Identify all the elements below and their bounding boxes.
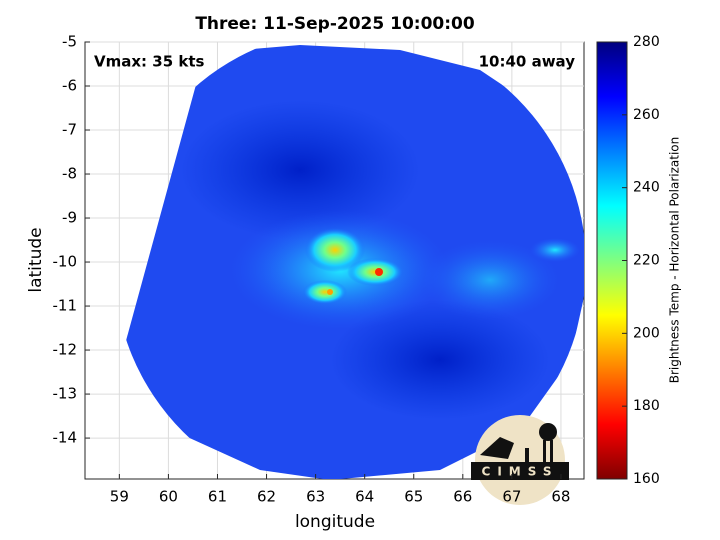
x-tick-label: 66 — [453, 488, 472, 506]
y-tick-label: -8 — [62, 165, 77, 183]
colorbar-tick-label: 200 — [633, 325, 660, 341]
colorbar-tick-label: 260 — [633, 107, 660, 123]
y-tick-label: -7 — [62, 121, 77, 139]
colorbar-tick-label: 160 — [633, 471, 660, 487]
x-tick-label: 60 — [159, 488, 178, 506]
x-tick-label: 68 — [551, 488, 570, 506]
x-tick-label: 62 — [257, 488, 276, 506]
colorbar-label: Brightness Temp - Horizontal Polarizatio… — [668, 137, 682, 384]
colorbar-tick-label: 220 — [633, 253, 660, 269]
x-tick-label: 63 — [306, 488, 325, 506]
y-tick-label: -13 — [53, 385, 78, 403]
x-tick-label: 59 — [110, 488, 129, 506]
y-tick-label: -14 — [53, 429, 78, 447]
swath — [118, 45, 584, 479]
x-axis-label: longitude — [295, 512, 375, 532]
y-tick-label: -9 — [62, 209, 77, 227]
x-tick-label: 67 — [502, 488, 521, 506]
annotation: Vmax: 35 kts — [94, 53, 204, 71]
y-tick-label: -12 — [53, 341, 78, 359]
x-tick-label: 64 — [355, 488, 374, 506]
y-tick-label: -11 — [53, 297, 78, 315]
x-tick-label: 61 — [208, 488, 227, 506]
logo: CIMSS — [471, 415, 569, 505]
x-tick-label: 65 — [404, 488, 423, 506]
logo-text: CIMSS — [482, 465, 559, 479]
annotation: 10:40 away — [479, 53, 576, 71]
chart-title: Three: 11-Sep-2025 10:00:00 — [195, 14, 475, 34]
colorbar-tick-label: 240 — [633, 180, 660, 196]
colorbar-tick-label: 180 — [633, 398, 660, 414]
y-tick-label: -5 — [62, 33, 77, 51]
y-tick-label: -10 — [53, 253, 78, 271]
y-axis-label: latitude — [26, 227, 46, 292]
colorbar-tick-label: 280 — [633, 34, 660, 50]
y-tick-label: -6 — [62, 77, 77, 95]
